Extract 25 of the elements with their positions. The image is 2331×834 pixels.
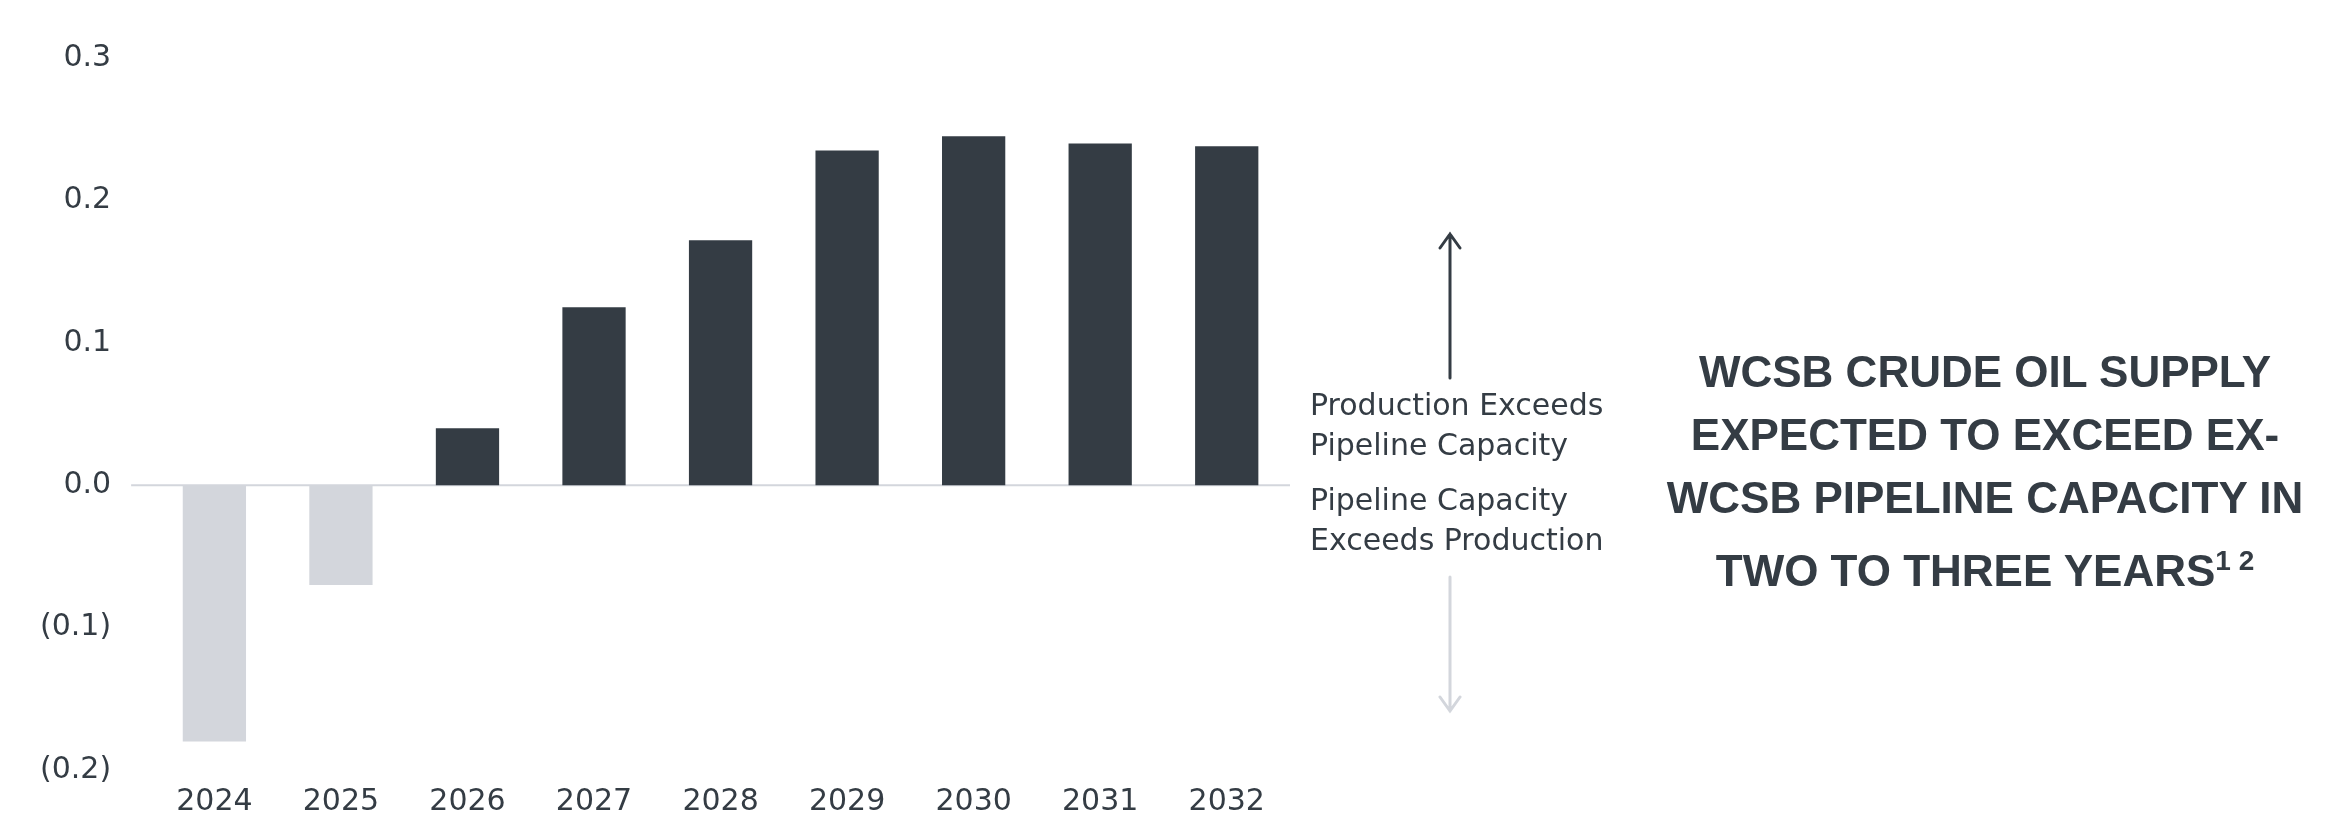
- x-tick-label: 2029: [808, 781, 886, 817]
- x-tick-label: 2030: [935, 781, 1012, 817]
- bar: [1068, 143, 1132, 486]
- bar: [942, 136, 1006, 486]
- x-tick-label: 2025: [302, 781, 380, 817]
- y-tick-label: 0.3: [63, 37, 112, 73]
- text: Production Exceeds Pipeline Capacity: [1310, 386, 1605, 464]
- x-tick-label: 2032: [1188, 781, 1265, 817]
- y-tick-label: (0.1): [39, 607, 112, 643]
- bar: [435, 428, 500, 486]
- x-tick-label: 2028: [682, 781, 759, 817]
- y-tick-label: 0.2: [63, 180, 112, 216]
- bar: [1195, 146, 1259, 486]
- x-tick-label: 2031: [1062, 781, 1139, 817]
- bar: [688, 240, 753, 486]
- x-tick-label: 2024: [176, 781, 253, 817]
- x-tick-label: 2027: [555, 781, 633, 817]
- text: Pipeline Capacity Exceeds Production: [1310, 481, 1605, 559]
- y-tick-label: (0.2): [39, 749, 112, 785]
- y-tick-label: 0.1: [63, 322, 112, 358]
- bar: [815, 150, 879, 486]
- x-tick-label: 2026: [429, 781, 506, 817]
- y-tick-label: 0.0: [63, 465, 112, 500]
- text: WCSB CRUDE OIL SUPPLY EXPECTED TO EXCEED EX-WCSB PIPELINE CAPACITY IN TWO TO THREE YEARS$^{1 2}$: [1665, 346, 2305, 597]
- bar: [562, 307, 626, 486]
